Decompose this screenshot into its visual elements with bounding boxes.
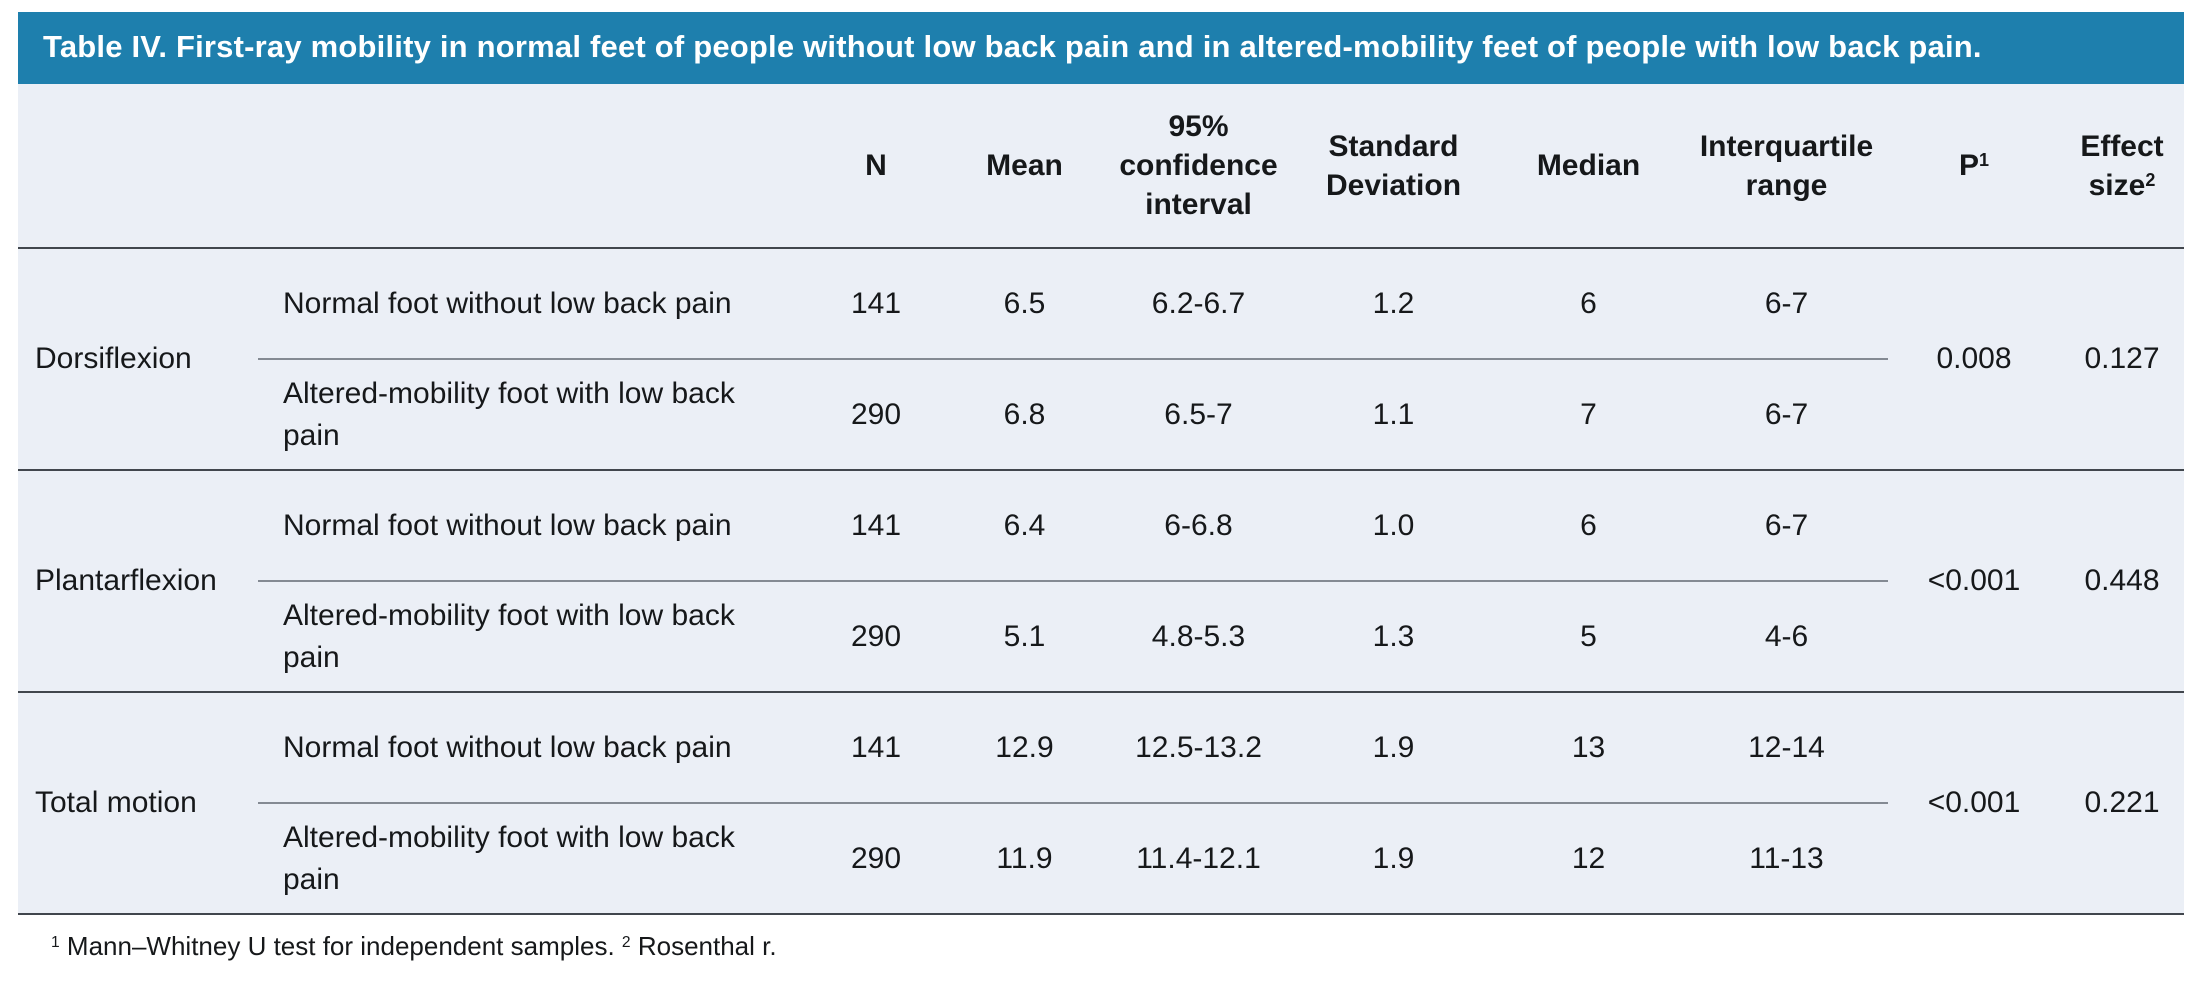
- ci-cell: 6.5-7: [1102, 359, 1295, 471]
- col-header-empty-group: [18, 84, 258, 249]
- n-cell: 290: [805, 803, 947, 915]
- header-row: N Mean 95% confidence interval Standard …: [18, 84, 2184, 249]
- col-header-p-label: P: [1958, 149, 1979, 182]
- condition-cell: Normal foot without low back pain: [258, 470, 805, 582]
- col-header-n: N: [805, 84, 947, 249]
- mean-cell: 6.8: [947, 359, 1102, 471]
- median-cell: 6: [1492, 248, 1685, 360]
- table-title: Table IV. First-ray mobility in normal f…: [43, 29, 1982, 64]
- n-cell: 290: [805, 359, 947, 471]
- col-header-median: Median: [1492, 84, 1685, 249]
- table-row: Altered-mobility foot with low back pain…: [18, 803, 2184, 915]
- col-header-effect-size: Effect size2: [2060, 84, 2184, 249]
- mean-cell: 12.9: [947, 692, 1102, 804]
- n-cell: 290: [805, 581, 947, 693]
- col-header-iqr: Interquartile range: [1685, 84, 1888, 249]
- page: Table IV. First-ray mobility in normal f…: [18, 12, 2184, 962]
- p-value-cell: <0.001: [1888, 692, 2060, 915]
- condition-cell: Altered-mobility foot with low back pain: [258, 359, 805, 471]
- median-cell: 6: [1492, 470, 1685, 582]
- sd-cell: 1.9: [1295, 692, 1492, 804]
- iqr-cell: 6-7: [1685, 248, 1888, 360]
- iqr-cell: 12-14: [1685, 692, 1888, 804]
- footnote-text-2: Rosenthal r.: [637, 931, 777, 961]
- median-cell: 7: [1492, 359, 1685, 471]
- col-header-empty-condition: [258, 84, 805, 249]
- effect-size-cell: 0.448: [2060, 470, 2184, 693]
- condition-cell: Altered-mobility foot with low back pain: [258, 803, 805, 915]
- col-header-p: P1: [1888, 84, 2060, 249]
- stats-table: N Mean 95% confidence interval Standard …: [18, 84, 2184, 915]
- col-header-effect-superscript: 2: [2145, 169, 2156, 190]
- mean-cell: 6.4: [947, 470, 1102, 582]
- sd-cell: 1.2: [1295, 248, 1492, 360]
- iqr-cell: 6-7: [1685, 470, 1888, 582]
- col-header-mean: Mean: [947, 84, 1102, 249]
- iqr-cell: 11-13: [1685, 803, 1888, 915]
- table-title-bar: Table IV. First-ray mobility in normal f…: [18, 12, 2184, 84]
- ci-cell: 11.4-12.1: [1102, 803, 1295, 915]
- p-value-cell: <0.001: [1888, 470, 2060, 693]
- col-header-effect-label: Effect size: [2080, 129, 2164, 202]
- footnote-superscript-1: 1: [51, 934, 60, 952]
- sd-cell: 1.0: [1295, 470, 1492, 582]
- mean-cell: 5.1: [947, 581, 1102, 693]
- n-cell: 141: [805, 248, 947, 360]
- condition-cell: Altered-mobility foot with low back pain: [258, 581, 805, 693]
- n-cell: 141: [805, 692, 947, 804]
- median-cell: 5: [1492, 581, 1685, 693]
- mean-cell: 6.5: [947, 248, 1102, 360]
- ci-cell: 4.8-5.3: [1102, 581, 1295, 693]
- footnote: 1 Mann–Whitney U test for independent sa…: [51, 931, 2184, 962]
- ci-cell: 6.2-6.7: [1102, 248, 1295, 360]
- group-label-total-motion: Total motion: [18, 692, 258, 915]
- group-label-plantarflexion: Plantarflexion: [18, 470, 258, 693]
- table-row: Altered-mobility foot with low back pain…: [18, 359, 2184, 471]
- iqr-cell: 4-6: [1685, 581, 1888, 693]
- condition-cell: Normal foot without low back pain: [258, 692, 805, 804]
- sd-cell: 1.3: [1295, 581, 1492, 693]
- median-cell: 12: [1492, 803, 1685, 915]
- n-cell: 141: [805, 470, 947, 582]
- iqr-cell: 6-7: [1685, 359, 1888, 471]
- col-header-ci: 95% confidence interval: [1102, 84, 1295, 249]
- table-row: Plantarflexion Normal foot without low b…: [18, 470, 2184, 693]
- mean-cell: 11.9: [947, 803, 1102, 915]
- effect-size-cell: 0.127: [2060, 248, 2184, 471]
- effect-size-cell: 0.221: [2060, 692, 2184, 915]
- table-row: Total motion Normal foot without low bac…: [18, 692, 2184, 915]
- table-row: Dorsiflexion Normal foot without low bac…: [18, 248, 2184, 471]
- p-value-cell: 0.008: [1888, 248, 2060, 471]
- median-cell: 13: [1492, 692, 1685, 804]
- group-label-dorsiflexion: Dorsiflexion: [18, 248, 258, 471]
- sd-cell: 1.1: [1295, 359, 1492, 471]
- ci-cell: 12.5-13.2: [1102, 692, 1295, 804]
- table-row: Altered-mobility foot with low back pain…: [18, 581, 2184, 693]
- sd-cell: 1.9: [1295, 803, 1492, 915]
- footnote-text-1: Mann–Whitney U test for independent samp…: [66, 931, 615, 961]
- condition-cell: Normal foot without low back pain: [258, 248, 805, 360]
- footnote-superscript-2: 2: [621, 934, 631, 952]
- col-header-sd: Standard Deviation: [1295, 84, 1492, 249]
- ci-cell: 6-6.8: [1102, 470, 1295, 582]
- col-header-p-superscript: 1: [1979, 150, 1990, 170]
